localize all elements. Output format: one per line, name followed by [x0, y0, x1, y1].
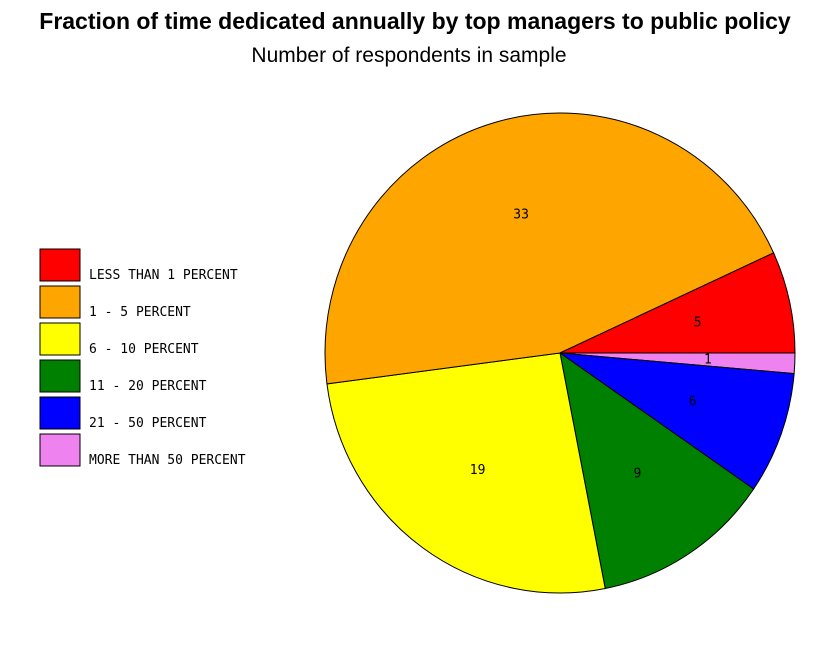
pie-slice-labels: 1 6 9 19 33 5: [470, 208, 712, 482]
legend-swatch: [39, 285, 81, 319]
chart-subtitle: Number of respondents in sample: [251, 44, 567, 67]
legend-swatch: [39, 248, 81, 282]
pie-slice: [326, 352, 606, 594]
legend-label: 11 - 20 PERCENT: [89, 379, 207, 394]
legend: LESS THAN 1 PERCENT 1 - 5 PERCENT 6 - 10 P…: [39, 248, 246, 468]
legend-label: 21 - 50 PERCENT: [89, 416, 207, 431]
pie-slice: [559, 252, 796, 354]
pie-slices: [324, 112, 796, 594]
slice-value-label: 19: [470, 463, 486, 478]
slice-value-label: 1: [704, 353, 712, 368]
legend-swatch: [39, 396, 81, 430]
pie-slice: [324, 112, 775, 385]
slice-value-label: 9: [633, 466, 641, 481]
legend-swatch: [39, 359, 81, 393]
legend-swatch: [39, 433, 81, 467]
pie-slice: [559, 351, 755, 590]
slice-value-label: 5: [694, 315, 702, 330]
legend-label: LESS THAN 1 PERCENT: [89, 268, 238, 283]
legend-swatch: [39, 322, 81, 356]
slice-value-label: 33: [513, 208, 529, 223]
legend-label: MORE THAN 50 PERCENT: [89, 453, 246, 468]
legend-label: 1 - 5 PERCENT: [89, 305, 191, 320]
chart-title: Fraction of time dedicated annually by t…: [39, 8, 791, 34]
slice-value-label: 6: [689, 395, 697, 410]
legend-label: 6 - 10 PERCENT: [89, 342, 199, 357]
pie-slice: [558, 352, 795, 490]
